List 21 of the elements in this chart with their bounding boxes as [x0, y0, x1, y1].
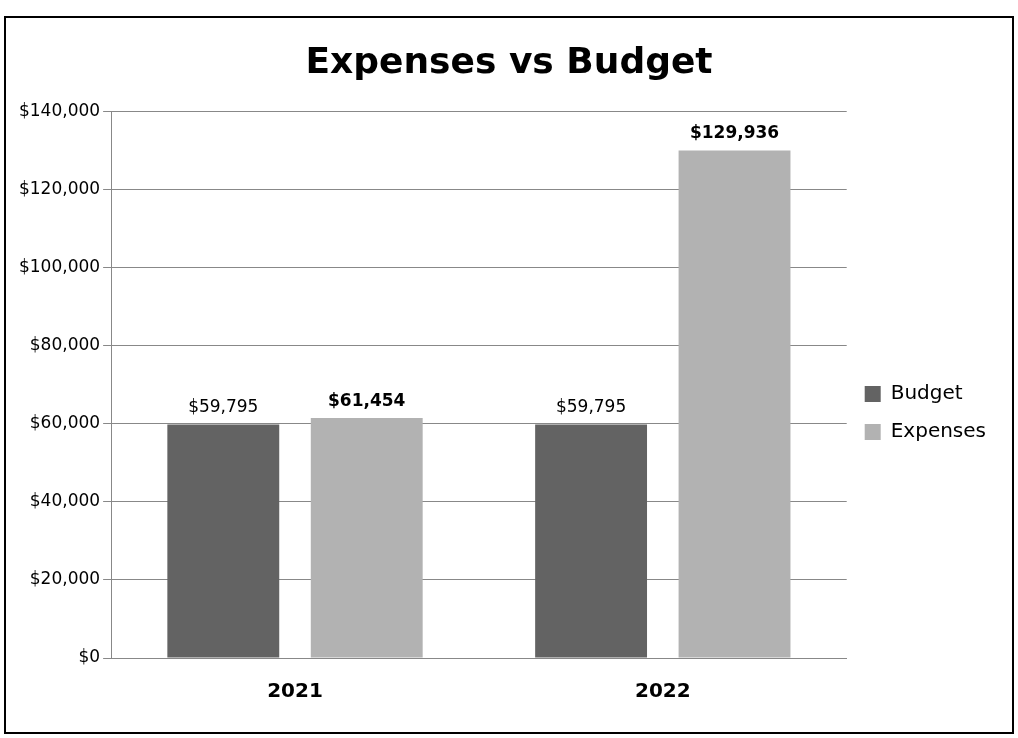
data-label: $61,454 [328, 389, 406, 410]
y-tick-label: $120,000 [18, 177, 101, 198]
data-label: $59,795 [555, 396, 627, 417]
y-tick-label: $60,000 [29, 412, 101, 433]
bar [310, 417, 423, 658]
legend-label: Budget [890, 380, 963, 405]
data-label: $59,795 [188, 396, 259, 417]
y-tick-label: $40,000 [29, 490, 101, 511]
data-label: $129,936 [689, 122, 780, 143]
y-tick-label: $80,000 [29, 333, 101, 354]
x-tick-label: 2022 [634, 678, 691, 703]
y-tick-label: $20,000 [29, 568, 101, 589]
chart-title: Expenses vs Budget [304, 40, 714, 81]
bar [167, 424, 280, 658]
bar [535, 424, 648, 658]
legend-label: Expenses [890, 418, 986, 443]
x-tick-label: 2021 [267, 678, 323, 703]
y-tick-label: $100,000 [18, 255, 101, 276]
bar [678, 150, 791, 658]
y-tick-label: $140,000 [18, 99, 101, 120]
y-tick-label: $0 [78, 646, 101, 667]
